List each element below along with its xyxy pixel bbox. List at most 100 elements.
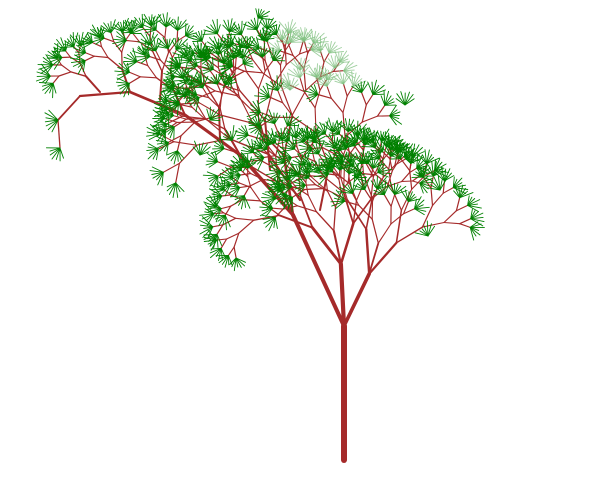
leaf-needle — [469, 226, 481, 236]
leaf-needle — [265, 18, 268, 30]
leaf-needle — [313, 140, 325, 143]
leaf-needle — [137, 47, 151, 58]
leaf-needle — [267, 130, 276, 144]
leaf-needle — [295, 123, 300, 139]
branch — [238, 219, 255, 234]
leaf-needle — [242, 54, 250, 65]
leaf-needle — [231, 125, 235, 141]
leaf-needle — [340, 137, 347, 152]
leaf-needle — [128, 82, 130, 96]
leaf-needle — [338, 186, 353, 194]
leaf-needle — [164, 95, 169, 110]
leaf-needle — [76, 44, 86, 54]
leaf-needle — [48, 109, 59, 121]
leaf-needle — [120, 30, 127, 41]
leaf-needle — [357, 83, 363, 93]
branch — [161, 51, 170, 72]
branch — [459, 223, 471, 228]
leaf-needle — [260, 21, 268, 30]
leaf-needle — [339, 163, 351, 171]
leaf-needle — [167, 150, 178, 160]
leaf-needle — [313, 173, 330, 178]
leaf-needle — [218, 247, 222, 261]
leaf-needle — [389, 109, 398, 117]
leaf-needle — [288, 22, 297, 34]
leaf-needle — [361, 80, 366, 93]
leaf-needle — [296, 66, 301, 79]
branch — [162, 162, 180, 173]
leaf-needle — [286, 79, 291, 91]
leaf-needle — [351, 85, 363, 93]
leaf-needle — [45, 54, 54, 66]
leaf-needle — [302, 28, 312, 42]
leaf-needle — [312, 32, 320, 44]
leaf-needle — [240, 160, 250, 169]
leaf-needle — [223, 50, 226, 64]
leaf-needle — [349, 168, 362, 174]
leaf-needle — [62, 43, 75, 48]
leaf-needle — [263, 116, 275, 125]
leaf-needle — [156, 148, 159, 161]
leaf-needle — [283, 193, 287, 209]
leaf-needle — [404, 158, 415, 164]
leaf-needle — [299, 173, 310, 179]
leaf-needle — [302, 36, 316, 42]
leaf-needle — [166, 182, 177, 188]
leaf-needle — [453, 183, 461, 199]
leaf-needle — [350, 134, 356, 147]
leaf-needle — [215, 247, 222, 257]
leaf-needle — [313, 84, 319, 95]
leaf-needle — [54, 47, 63, 58]
leaf-needle — [177, 19, 187, 31]
leaf-needle — [190, 82, 202, 84]
branch — [298, 40, 304, 55]
branch — [431, 192, 444, 207]
leaf-needle — [213, 195, 218, 208]
leaf-needle — [147, 148, 159, 160]
leaf-needle — [288, 68, 301, 79]
leaf-needle — [252, 100, 261, 113]
leaf-needle — [166, 21, 179, 31]
leaf-needle — [267, 199, 274, 209]
leaf-needle — [258, 96, 270, 105]
leaf-needle — [326, 71, 332, 87]
branch — [324, 133, 333, 143]
leaf-needle — [152, 148, 159, 160]
leaf-needle — [347, 171, 362, 174]
branch — [430, 187, 434, 207]
leaf-needle — [230, 77, 233, 90]
leaf-needle — [286, 112, 292, 127]
branch — [246, 71, 260, 90]
branch — [73, 46, 80, 54]
leaf-needle — [311, 161, 321, 172]
leaf-needle — [54, 43, 67, 52]
leaf-needle — [301, 153, 305, 166]
leaf-needle — [159, 111, 170, 119]
leaf-needle — [211, 193, 223, 197]
leaf-needle — [92, 28, 105, 39]
leaf-needle — [383, 142, 392, 157]
leaf-needle — [185, 32, 197, 37]
branch — [93, 55, 109, 59]
leaf-needle — [221, 177, 234, 182]
leaf-needle — [334, 151, 344, 164]
leaf-needle — [290, 163, 305, 166]
leaf-needle — [334, 50, 340, 63]
leaf-needle — [404, 147, 407, 160]
leaf-needle — [467, 195, 470, 206]
leaf-needle — [242, 35, 249, 50]
leaf-needle — [184, 75, 192, 86]
leaf-needle — [169, 92, 181, 99]
leaf-needle — [404, 94, 414, 106]
leaf-needle — [347, 184, 353, 194]
leaf-needle — [156, 130, 166, 138]
leaf-needle — [333, 76, 344, 85]
leaf-needle — [209, 60, 214, 70]
leaf-needle — [246, 138, 254, 154]
leaf-needle — [140, 38, 151, 46]
branch — [216, 238, 228, 241]
leaf-needle — [294, 175, 310, 179]
leaf-needle — [224, 55, 233, 68]
branch — [344, 200, 360, 206]
branch — [213, 212, 225, 215]
